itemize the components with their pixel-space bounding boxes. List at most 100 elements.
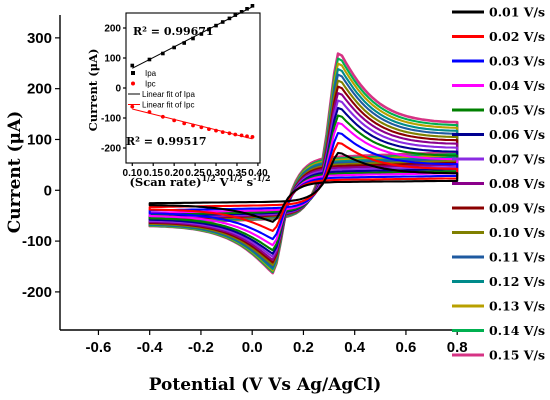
x-tick-label: -0.4 <box>137 339 164 356</box>
inset-point-ipc <box>182 121 187 126</box>
inset-point-ipc <box>199 125 204 130</box>
x-tick-label: 0.0 <box>242 339 263 356</box>
legend-label: 0.08 V/s <box>489 176 545 191</box>
inset-r2-bottom: R² = 0.99517 <box>126 135 207 148</box>
inset-y-tick-label: -100 <box>101 114 121 125</box>
inset-x-tick-label: 0.40 <box>248 168 268 179</box>
legend-label: 0.04 V/s <box>489 78 545 93</box>
inset-x-tick-label: 0.25 <box>185 168 205 179</box>
inset-point-ipa <box>130 63 135 68</box>
inset-point-ipa <box>227 16 232 21</box>
inset-point-ipc <box>220 130 225 135</box>
inset-x-title: (Scan rate)1/2 V1/2 s-1/2 <box>129 173 270 189</box>
inset-x-title-sup3: -1/2 <box>253 173 270 183</box>
inset-point-ipc <box>233 132 238 137</box>
inset-x-title-sup2: 1/2 <box>229 173 243 183</box>
legend-label: 0.13 V/s <box>489 299 545 314</box>
main-axes <box>59 15 470 331</box>
inset-point-ipa <box>245 7 249 11</box>
x-tick-label: -0.2 <box>188 339 214 356</box>
y-tick-label: 200 <box>27 81 52 98</box>
x-tick-label: 0.2 <box>293 339 314 356</box>
y-tick-label: -100 <box>22 233 52 250</box>
inset-point-ipc <box>191 123 195 128</box>
inset-point-ipc <box>239 133 244 138</box>
legend-label: 0.07 V/s <box>489 152 545 167</box>
inset-x-tick-label: 0.30 <box>206 168 226 179</box>
inset-point-ipa <box>250 4 255 8</box>
legend-label: 0.09 V/s <box>489 201 545 216</box>
inset-point-ipc <box>245 134 249 139</box>
inset-point-ipc <box>250 135 255 139</box>
legend-label: 0.06 V/s <box>489 127 545 142</box>
x-tick-label: -0.6 <box>86 339 112 356</box>
y-tick-label: -200 <box>22 284 52 301</box>
inset-point-ipc <box>160 114 165 119</box>
inset-point-ipc <box>207 127 211 131</box>
y-tick-label: 300 <box>27 30 52 47</box>
cv-curve-001vs <box>148 151 459 223</box>
x-tick-label: 0.8 <box>447 339 468 356</box>
legend-label: 0.10 V/s <box>489 225 545 240</box>
inset-point-ipa <box>207 27 211 32</box>
inset-point-ipa <box>214 23 218 28</box>
legend-label: 0.01 V/s <box>489 5 545 20</box>
y-axis-title: Current (μA) <box>5 111 25 233</box>
y-tick-label: 0 <box>44 182 52 199</box>
inset-y-tick-label: -200 <box>101 144 121 155</box>
inset-point-ipa <box>239 10 244 14</box>
inset-legend-label: Linear fit of Ipa <box>142 90 195 99</box>
inset-x-tick-label: 0.20 <box>164 168 184 179</box>
inset-series <box>130 4 255 140</box>
inset-point-ipc <box>130 104 135 109</box>
inset-point-ipa <box>220 20 225 24</box>
legend: 0.01 V/s 0.02 V/s 0.03 V/s 0.04 V/s 0.05 V/s… <box>452 5 545 363</box>
inset-point-ipc <box>227 131 232 136</box>
legend-label: 0.12 V/s <box>489 274 545 289</box>
inset-y-tick-label: 100 <box>104 54 121 65</box>
main-ticks: -0.6 -0.4 -0.2 0.0 0.2 0.4 0.6 0.8 -200 -100 0 100 2… <box>22 30 468 356</box>
x-tick-label: 0.4 <box>344 339 366 356</box>
inset-x-tick-label: 0.35 <box>227 168 247 179</box>
inset-point-ipa <box>147 57 152 62</box>
legend-label: 0.11 V/s <box>489 250 545 265</box>
inset-point-ipa <box>233 13 238 17</box>
inset-point-ipc <box>214 128 218 133</box>
inset-chart: 0.10 0.15 0.20 0.25 0.30 0.35 0.40 -200 -100 0 100… <box>86 4 271 189</box>
inset-y-tick-label: 200 <box>104 24 121 35</box>
inset-point-ipa <box>182 41 187 45</box>
inset-ticks: 0.10 0.15 0.20 0.25 0.30 0.35 0.40 -200 -100 0 100… <box>101 24 268 180</box>
inset-x-title-sup1: 1/2 <box>202 173 216 183</box>
legend-label: 0.14 V/s <box>489 323 545 338</box>
inset-point-ipc <box>147 110 152 114</box>
legend-label: 0.03 V/s <box>489 54 545 69</box>
inset-point-ipa <box>172 45 176 50</box>
inset-x-tick-label: 0.10 <box>123 168 143 179</box>
inset-point-ipa <box>161 51 165 56</box>
inset-legend-marker <box>131 71 135 75</box>
inset-x-tick-label: 0.15 <box>143 168 163 179</box>
inset-x-title-v: V <box>216 175 230 189</box>
legend-label: 0.02 V/s <box>489 29 545 44</box>
inset-legend-label: Linear fit of Ipc <box>142 101 194 110</box>
cv-curves <box>148 52 459 275</box>
inset-background <box>100 8 266 158</box>
inset-r2-top: R² = 0.99671 <box>133 25 214 38</box>
inset-legend-label: Ipc <box>145 80 156 89</box>
inset-point-ipa <box>199 32 204 36</box>
y-tick-label: 100 <box>27 131 52 148</box>
inset-point-ipa <box>191 36 195 41</box>
inset-legend-label: Ipa <box>145 69 157 78</box>
inset-y-title: Current (μA) <box>86 49 100 132</box>
x-axis-title: Potential (V Vs Ag/AgCl) <box>149 375 382 395</box>
inset-x-title-base: (Scan rate) <box>129 175 201 189</box>
inset-point-ipc <box>172 118 177 123</box>
x-tick-label: 0.6 <box>396 339 417 356</box>
legend-label: 0.05 V/s <box>489 103 545 118</box>
inset-y-tick-label: 0 <box>115 84 121 95</box>
inset-legend-marker <box>131 81 135 86</box>
legend-label: 0.15 V/s <box>489 348 545 363</box>
inset-x-title-s: s <box>243 175 253 189</box>
